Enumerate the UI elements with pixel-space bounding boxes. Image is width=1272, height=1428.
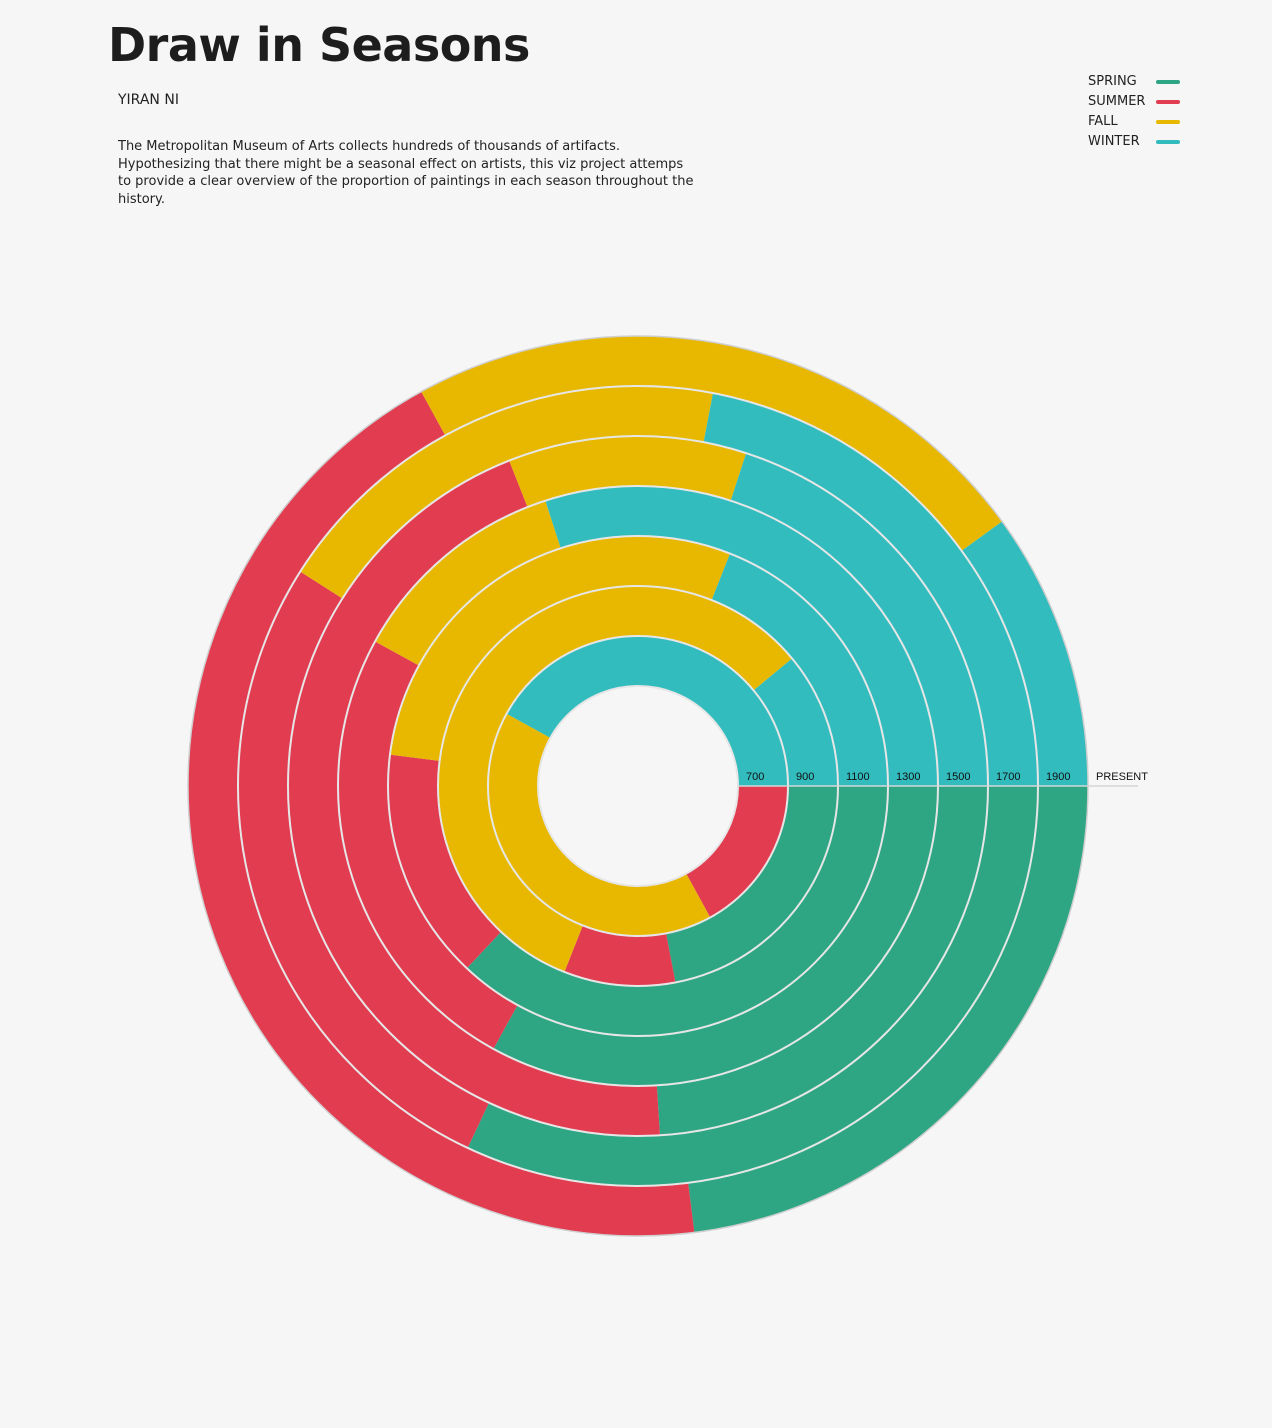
- axis-label-present: PRESENT: [1096, 771, 1148, 783]
- legend: SPRING SUMMER FALL WINTER: [1088, 72, 1188, 152]
- segment-1100-1300-fall: [389, 535, 731, 761]
- legend-item-winter: WINTER: [1088, 132, 1188, 152]
- axis-label-1500: 1500: [946, 771, 970, 783]
- legend-swatch-winter: [1156, 140, 1180, 144]
- axis-label-1300: 1300: [896, 771, 920, 783]
- segment-1300-1500-winter: [545, 486, 938, 786]
- legend-item-summer: SUMMER: [1088, 92, 1188, 112]
- axis-label-900: 900: [796, 771, 814, 783]
- author-name: YIRAN NI: [118, 92, 179, 108]
- segment-1100-1300-summer: [387, 754, 502, 969]
- legend-swatch-fall: [1156, 120, 1180, 124]
- legend-item-fall: FALL: [1088, 112, 1188, 132]
- axis-label-1100: 1100: [846, 771, 870, 783]
- page-title: Draw in Seasons: [108, 18, 530, 72]
- segment-1900-PRESENT-fall: [421, 336, 1003, 551]
- segment-1500-1700-spring: [656, 786, 988, 1136]
- segment-900-1100-winter: [753, 658, 838, 786]
- segment-700-900-winter: [506, 635, 788, 786]
- segment-1100-1300-spring: [466, 786, 888, 1037]
- segment-1300-1500-fall: [375, 500, 561, 666]
- segment-1900-PRESENT-winter: [961, 521, 1088, 786]
- segment-1300-1500-spring: [493, 786, 938, 1086]
- segment-1700-1900-fall: [300, 386, 713, 599]
- legend-label-summer: SUMMER: [1088, 94, 1146, 109]
- segment-700-900-fall: [487, 713, 711, 937]
- legend-label-spring: SPRING: [1088, 74, 1137, 89]
- segment-900-1100-summer: [564, 925, 676, 986]
- legend-swatch-summer: [1156, 100, 1180, 104]
- segment-1700-1900-winter: [703, 393, 1038, 786]
- segment-1900-PRESENT-spring: [688, 786, 1088, 1233]
- axis-label-700: 700: [746, 771, 764, 783]
- legend-swatch-spring: [1156, 80, 1180, 84]
- description-text: The Metropolitan Museum of Arts collects…: [118, 139, 694, 207]
- segment-1500-1700-winter: [730, 453, 988, 786]
- axis-label-1700: 1700: [996, 771, 1020, 783]
- legend-item-spring: SPRING: [1088, 72, 1188, 92]
- segment-700-900-summer: [686, 786, 788, 918]
- legend-label-fall: FALL: [1088, 114, 1118, 129]
- segment-1700-1900-spring: [467, 786, 1038, 1186]
- axis-label-1900: 1900: [1046, 771, 1070, 783]
- ring-separator: [537, 685, 739, 887]
- segment-1300-1500-summer: [338, 641, 518, 1049]
- segment-900-1100-fall: [438, 586, 793, 972]
- segment-1100-1300-winter: [711, 553, 888, 786]
- legend-label-winter: WINTER: [1088, 134, 1140, 149]
- segment-1900-PRESENT-summer: [187, 391, 695, 1236]
